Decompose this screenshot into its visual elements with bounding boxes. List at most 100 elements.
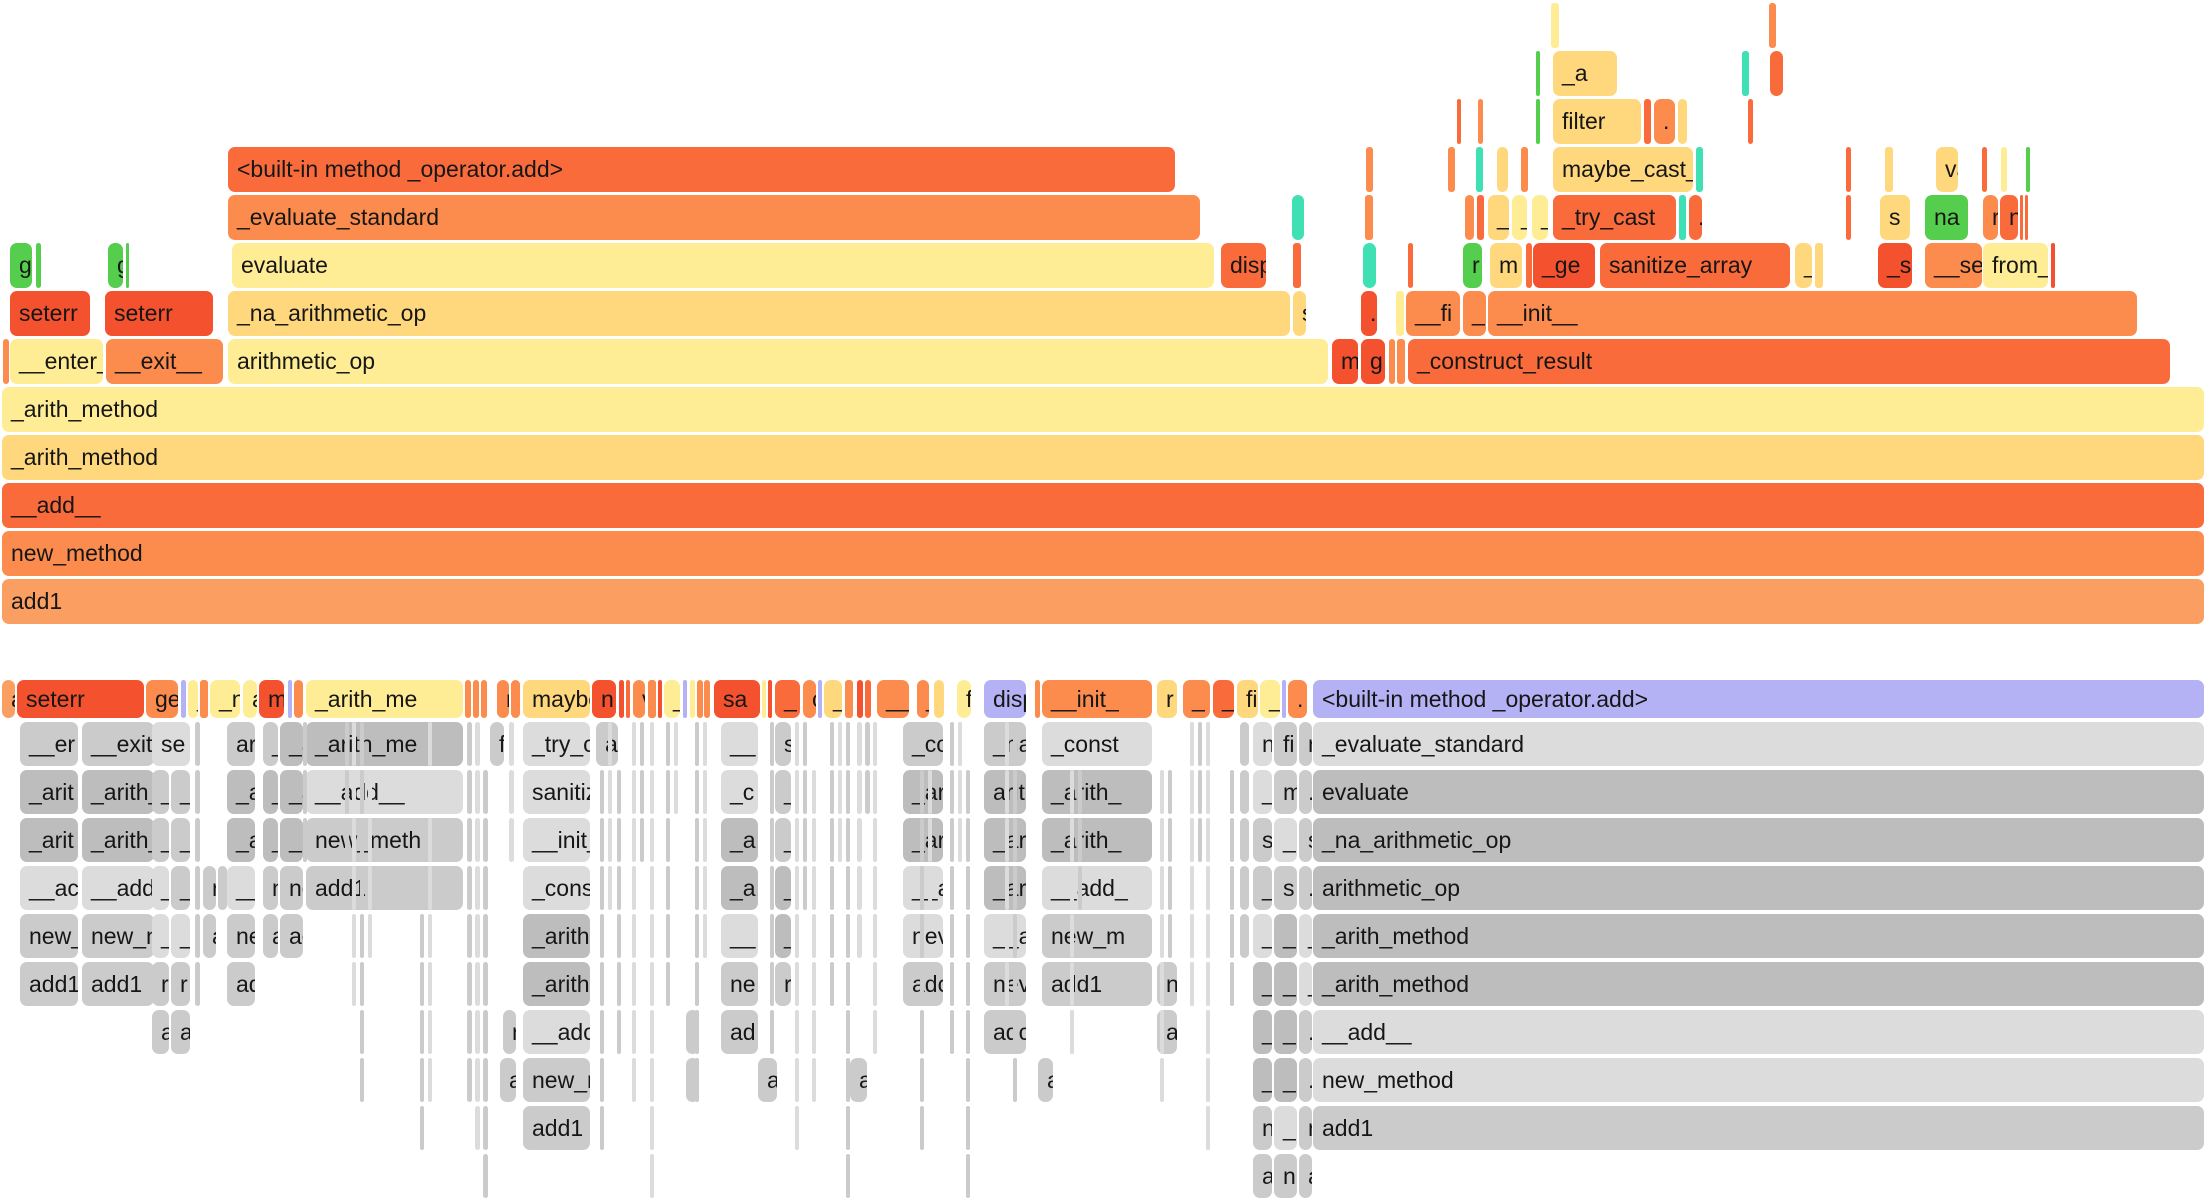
frame-sliver[interactable] [1397,339,1405,384]
frame-sliver[interactable] [2001,147,2007,192]
frame-sliver[interactable] [1465,195,1474,240]
frame-sliver[interactable]: _ [1488,195,1509,240]
frame-sliver[interactable] [483,770,488,814]
frame-sliver[interactable] [1168,866,1172,910]
frame-sliver[interactable] [1230,818,1234,862]
frame-sliver[interactable] [617,962,621,1006]
frame-sliver[interactable] [666,818,670,862]
frame-sliver[interactable] [483,1154,488,1198]
frame-fi[interactable]: fi [1274,722,1297,766]
frame-sliver[interactable] [1198,722,1202,766]
frame-filter[interactable]: filter [1553,99,1641,144]
frame-sliver[interactable] [1005,962,1009,1006]
frame-sliver[interactable]: _ [1274,1058,1297,1102]
frame-from[interactable]: from_ [1983,243,2048,288]
frame-sliver[interactable] [1190,914,1194,958]
frame-sliver[interactable]: _ [171,818,190,862]
frame-sliver[interactable]: _ [824,680,842,718]
frame-sliver[interactable] [695,1010,699,1054]
frame-sliver[interactable] [126,243,129,288]
frame-sliver[interactable] [795,866,799,910]
frame-sliver[interactable] [650,962,654,1006]
frame-sliver[interactable] [658,680,662,718]
frame-sliver[interactable] [36,243,41,288]
frame-arith-method[interactable]: _arith_method [2,435,2204,480]
frame-sliver[interactable] [865,770,870,814]
frame-sliver[interactable] [695,914,699,958]
frame-sliver[interactable] [703,722,707,766]
frame-sliver[interactable] [650,770,654,814]
frame-sliver[interactable]: _ [1253,1010,1272,1054]
frame-sliver[interactable] [846,722,850,766]
frame-sliver[interactable] [303,818,307,862]
frame-sliver[interactable]: . [1299,770,1312,814]
frame-sliver[interactable] [600,1058,604,1102]
frame-sliver[interactable] [703,866,707,910]
frame-sliver[interactable] [467,1058,472,1102]
frame-adc[interactable]: adc [984,1010,1026,1054]
frame-r[interactable]: r [497,680,509,718]
frame-sliver[interactable] [600,818,604,862]
frame-sliver[interactable] [770,770,774,814]
frame-sliver[interactable] [920,770,924,814]
frame-sliver[interactable] [950,962,954,1006]
frame-c[interactable]: _c [1213,680,1234,718]
frame-sliver[interactable] [420,962,424,1006]
frame-sliver[interactable] [617,818,621,862]
frame-r[interactable]: r [1299,722,1312,766]
frame-init[interactable]: __init_ [1042,680,1152,718]
frame-sliver[interactable] [1070,914,1074,958]
frame-ad[interactable]: ad [227,962,255,1006]
frame-sliver[interactable]: _ [171,770,190,814]
frame-sliver[interactable]: _ [1253,866,1272,910]
frame-sliver[interactable] [420,1058,424,1102]
frame-sliver[interactable] [475,866,480,910]
frame-er[interactable]: __er [20,722,78,766]
frame-sliver[interactable] [1160,962,1164,1006]
frame-n[interactable]: n [592,680,616,718]
frame-const[interactable]: _const [1042,722,1152,766]
frame-sliver[interactable] [920,1106,924,1150]
frame-sliver[interactable]: _ [1274,962,1297,1006]
frame-sliver[interactable] [770,722,774,766]
frame-sliver[interactable] [830,770,834,814]
frame-sliver[interactable] [920,962,924,1006]
frame-sliver[interactable] [475,818,480,862]
frame-sliver[interactable]: . [1654,99,1675,144]
frame-n[interactable]: n [2000,195,2018,240]
frame-new-r[interactable]: new_r [523,1058,590,1102]
frame-sliver[interactable]: _ [280,818,303,862]
frame-sliver[interactable] [695,1058,699,1102]
frame-sliver[interactable]: _ [1274,914,1297,958]
frame-a[interactable]: a [758,1058,777,1102]
frame-v[interactable]: v [633,680,645,718]
frame-va[interactable]: va [1936,147,1958,192]
frame-sliver[interactable] [1190,962,1194,1006]
frame-sliver[interactable] [1521,147,1528,192]
frame-sliver[interactable] [1013,722,1017,766]
frame-sliver[interactable] [1846,195,1851,240]
frame-sliver[interactable] [770,866,774,910]
frame-sliver[interactable] [1078,770,1082,814]
frame-sliver[interactable] [1160,914,1164,958]
frame-sliver[interactable] [626,680,630,718]
frame-sliver[interactable] [966,866,970,910]
frame-sliver[interactable] [666,722,670,766]
frame-sliver[interactable] [1679,195,1686,240]
frame-sliver[interactable] [1365,195,1373,240]
frame-new-m[interactable]: new_m [1042,914,1152,958]
frame-sliver[interactable] [600,1106,604,1150]
frame-sliver[interactable] [428,770,432,814]
frame-sliver[interactable] [1230,914,1234,958]
frame-sliver[interactable] [1748,99,1753,144]
frame-arith[interactable]: _arith_ [1042,770,1152,814]
frame-sliver[interactable] [1070,770,1074,814]
frame-a[interactable]: a [2,680,15,718]
frame-fi[interactable]: fi [1237,680,1258,718]
frame-sliver[interactable] [600,722,604,766]
frame-sliver[interactable] [650,818,654,862]
frame-maybe[interactable]: maybe [523,680,590,718]
sandwich-view[interactable]: aseterrge__nam_arith_mermaybenv_sa_c___f… [0,680,2206,1198]
frame-sliver[interactable] [1206,770,1210,814]
frame-f[interactable]: __f [877,680,909,718]
